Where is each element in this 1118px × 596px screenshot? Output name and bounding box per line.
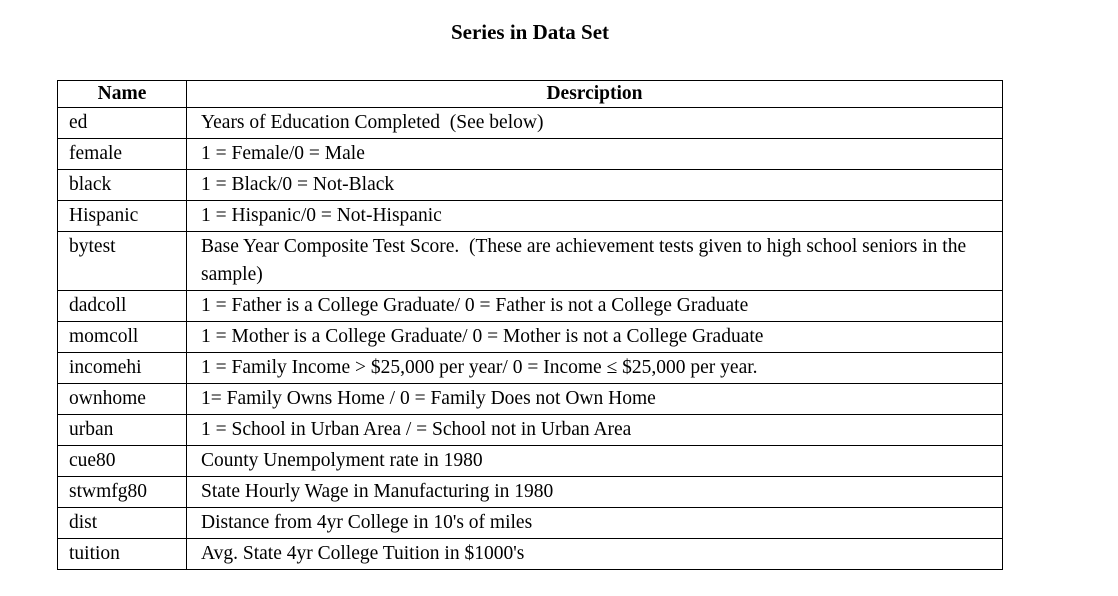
table-header-row: Name Desrciption (57, 80, 1003, 108)
table-row: urban 1 = School in Urban Area / = Schoo… (57, 414, 1003, 446)
table-row: ownhome 1= Family Owns Home / 0 = Family… (57, 383, 1003, 415)
table-row: ed Years of Education Completed (See bel… (57, 107, 1003, 139)
page-title: Series in Data Set (450, 20, 610, 44)
series-name-cell: bytest (57, 231, 187, 291)
series-description-cell: Base Year Composite Test Score. (These a… (186, 231, 1003, 291)
series-description-cell: Years of Education Completed (See below) (186, 107, 1003, 139)
series-name-cell: ownhome (57, 383, 187, 415)
series-description-cell: 1 = Female/0 = Male (186, 138, 1003, 170)
series-description-cell: County Unempolyment rate in 1980 (186, 445, 1003, 477)
series-name-cell: tuition (57, 538, 187, 570)
series-description-cell: 1= Family Owns Home / 0 = Family Does no… (186, 383, 1003, 415)
series-description-cell: 1 = Hispanic/0 = Not-Hispanic (186, 200, 1003, 232)
series-name-cell: female (57, 138, 187, 170)
table-row: dist Distance from 4yr College in 10's o… (57, 507, 1003, 539)
series-name-cell: cue80 (57, 445, 187, 477)
table-row: female 1 = Female/0 = Male (57, 138, 1003, 170)
table-row: dadcoll 1 = Father is a College Graduate… (57, 290, 1003, 322)
series-name-cell: dadcoll (57, 290, 187, 322)
series-name-cell: incomehi (57, 352, 187, 384)
table-row: momcoll 1 = Mother is a College Graduate… (57, 321, 1003, 353)
table-row: Hispanic 1 = Hispanic/0 = Not-Hispanic (57, 200, 1003, 232)
series-name-cell: dist (57, 507, 187, 539)
table-row: black 1 = Black/0 = Not-Black (57, 169, 1003, 201)
series-table: Name Desrciption ed Years of Education C… (57, 80, 1003, 570)
series-name-cell: urban (57, 414, 187, 446)
column-header-name: Name (57, 80, 187, 108)
table-row: incomehi 1 = Family Income > $25,000 per… (57, 352, 1003, 384)
series-name-cell: Hispanic (57, 200, 187, 232)
series-description-cell: 1 = Family Income > $25,000 per year/ 0 … (186, 352, 1003, 384)
table-row: bytest Base Year Composite Test Score. (… (57, 231, 1003, 291)
series-name-cell: stwmfg80 (57, 476, 187, 508)
series-description-cell: 1 = School in Urban Area / = School not … (186, 414, 1003, 446)
series-description-cell: 1 = Father is a College Graduate/ 0 = Fa… (186, 290, 1003, 322)
series-name-cell: black (57, 169, 187, 201)
series-name-cell: ed (57, 107, 187, 139)
series-description-cell: 1 = Black/0 = Not-Black (186, 169, 1003, 201)
table-row: stwmfg80 State Hourly Wage in Manufactur… (57, 476, 1003, 508)
series-description-cell: Distance from 4yr College in 10's of mil… (186, 507, 1003, 539)
series-name-cell: momcoll (57, 321, 187, 353)
series-description-cell: State Hourly Wage in Manufacturing in 19… (186, 476, 1003, 508)
series-description-cell: 1 = Mother is a College Graduate/ 0 = Mo… (186, 321, 1003, 353)
table-row: tuition Avg. State 4yr College Tuition i… (57, 538, 1003, 570)
table-row: cue80 County Unempolyment rate in 1980 (57, 445, 1003, 477)
column-header-description: Desrciption (186, 80, 1003, 108)
series-description-cell: Avg. State 4yr College Tuition in $1000'… (186, 538, 1003, 570)
